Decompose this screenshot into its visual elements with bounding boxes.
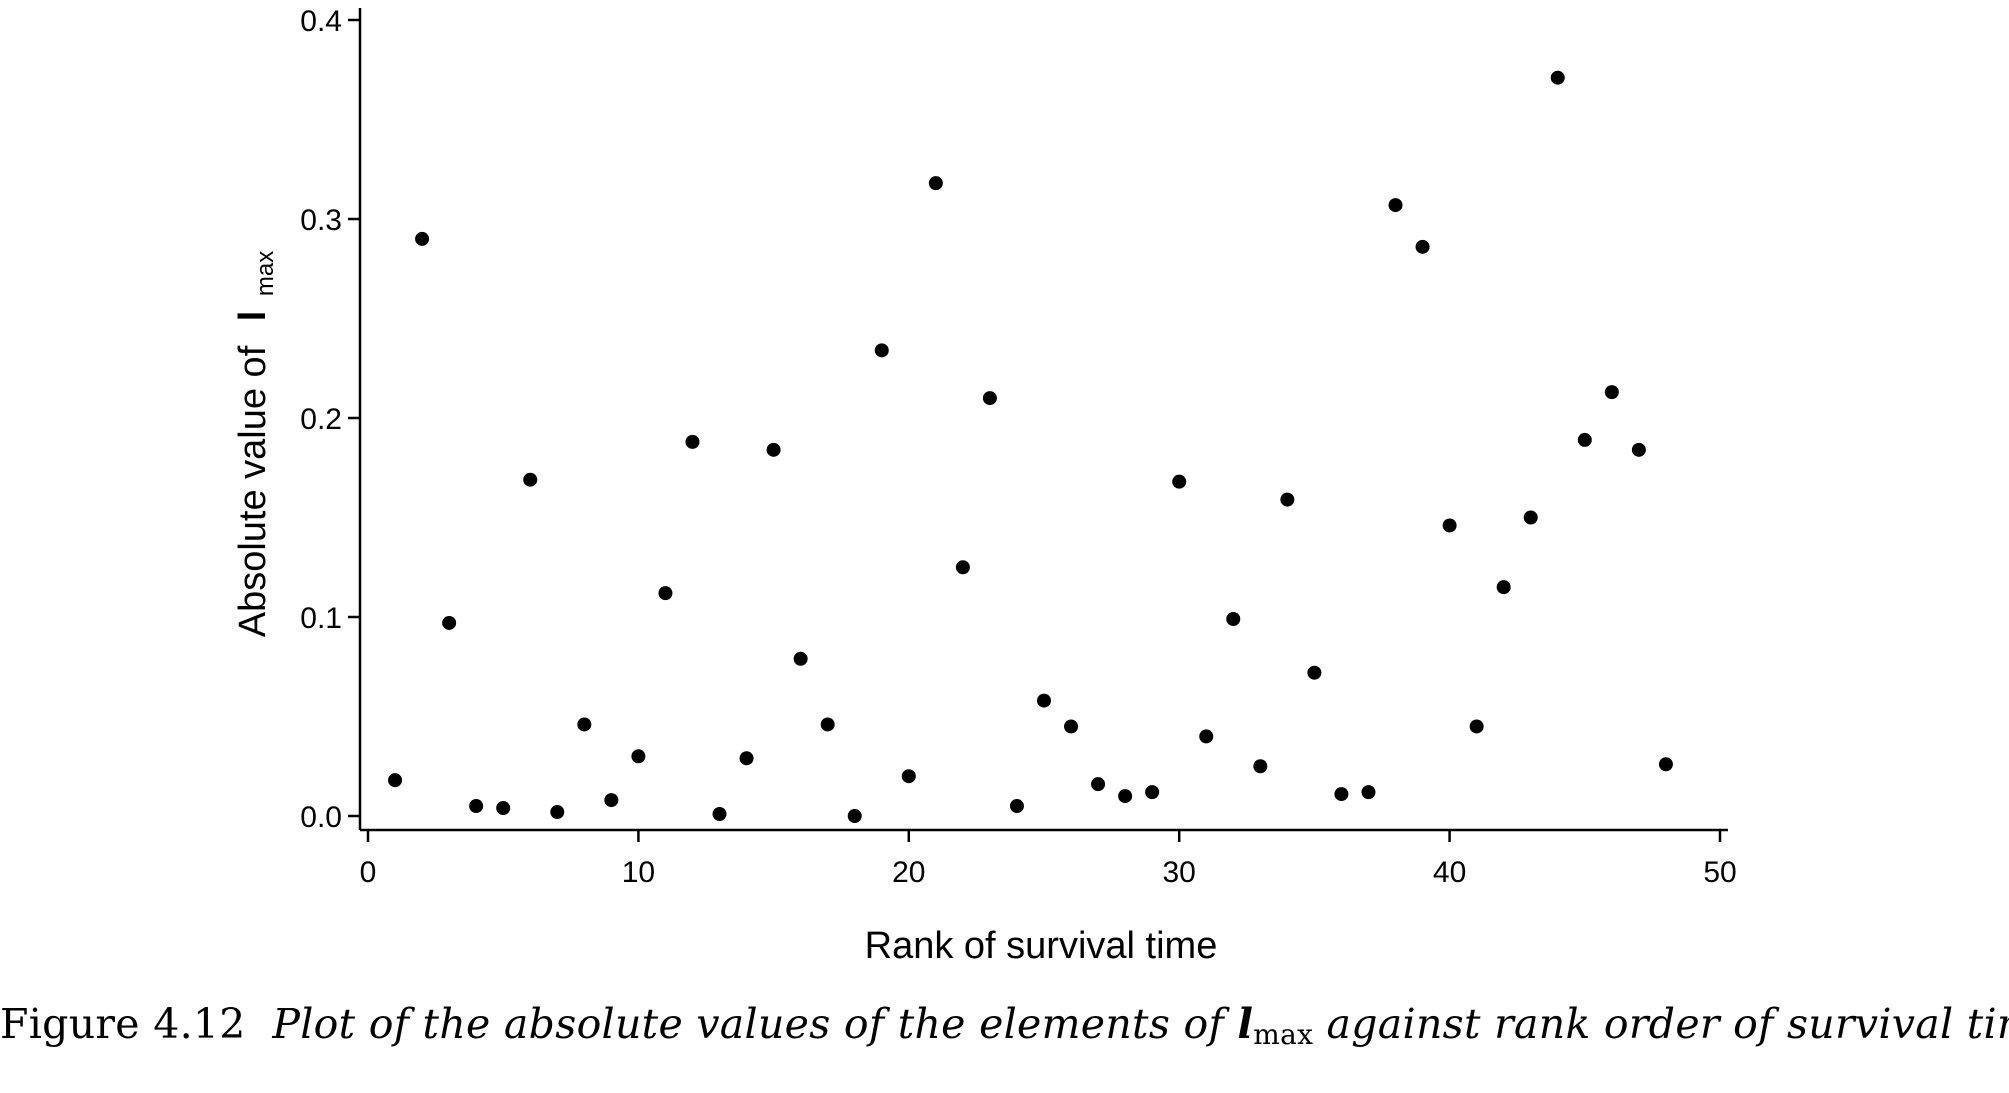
caption-symbol: l [1237,1000,1254,1048]
data-point [1631,442,1646,457]
x-tick-label: 10 [622,856,655,889]
data-point [1361,785,1376,800]
y-tick-label: 0.2 [300,403,342,436]
x-tick-label: 0 [360,856,377,889]
data-point [658,586,673,601]
y-axis-label-group: Absolute value of l max [232,251,279,638]
data-point [1469,719,1484,734]
data-point [1307,665,1322,680]
data-point [766,442,781,457]
data-point [1253,759,1268,774]
data-point [1550,70,1565,85]
chart-axes: 0 10 20 30 40 50 0.0 0.1 0.2 0.3 0.4 [300,5,1736,889]
data-point [631,749,646,764]
data-point [1577,432,1592,447]
data-point [1388,198,1403,213]
data-point [1145,785,1160,800]
y-axis-label-subscript: max [252,251,279,296]
data-point [496,801,511,816]
data-point [820,717,835,732]
data-point [685,434,700,449]
caption-text-before: Plot of the absolute values of the eleme… [272,1000,1224,1048]
data-point [1118,789,1133,804]
figure-caption: Figure 4.12 Plot of the absolute values … [0,1000,2009,1051]
data-point [1199,729,1214,744]
data-point [604,793,619,808]
caption-subscript: max [1253,1018,1314,1051]
chart-points [388,70,1673,823]
data-point [874,343,889,358]
data-point [928,176,943,191]
data-point [442,615,457,630]
data-point [577,717,592,732]
data-point [1280,492,1295,507]
caption-text-after: against rank order of survival time. [1326,1000,2009,1048]
y-tick-label: 0.4 [300,5,342,38]
data-point [1009,799,1024,814]
y-tick-label: 0.3 [300,204,342,237]
data-point [1064,719,1079,734]
data-point [739,751,754,766]
data-point [1496,580,1511,595]
data-point [1442,518,1457,533]
data-point [793,651,808,666]
data-point [712,807,727,822]
data-point [388,773,403,788]
data-point [1604,385,1619,400]
data-point [955,560,970,575]
data-point [1226,611,1241,626]
data-point [550,805,565,820]
data-point [1334,787,1349,802]
data-point [1172,474,1187,489]
x-tick-label: 40 [1433,856,1466,889]
y-tick-label: 0.0 [300,801,342,834]
data-point [415,231,430,246]
data-point [469,799,484,814]
data-point [1658,757,1673,772]
data-point [1037,693,1051,708]
data-point [1415,239,1430,254]
y-tick-label: 0.1 [300,602,342,635]
x-tick-label: 30 [1163,856,1196,889]
caption-label: Figure 4.12 [0,1000,246,1048]
svg-text:Absolute value of l: Absolute value of l max [232,251,279,638]
x-tick-label: 20 [892,856,925,889]
y-axis-label: Absolute value of [232,345,274,637]
x-axis-label: Rank of survival time [865,925,1218,967]
data-point [847,809,862,823]
x-tick-label: 50 [1703,856,1736,889]
data-point [901,769,916,784]
data-point [523,472,538,487]
data-point [1523,510,1538,525]
data-point [982,391,997,406]
y-axis-label-symbol: l [232,311,274,322]
data-point [1091,777,1106,792]
